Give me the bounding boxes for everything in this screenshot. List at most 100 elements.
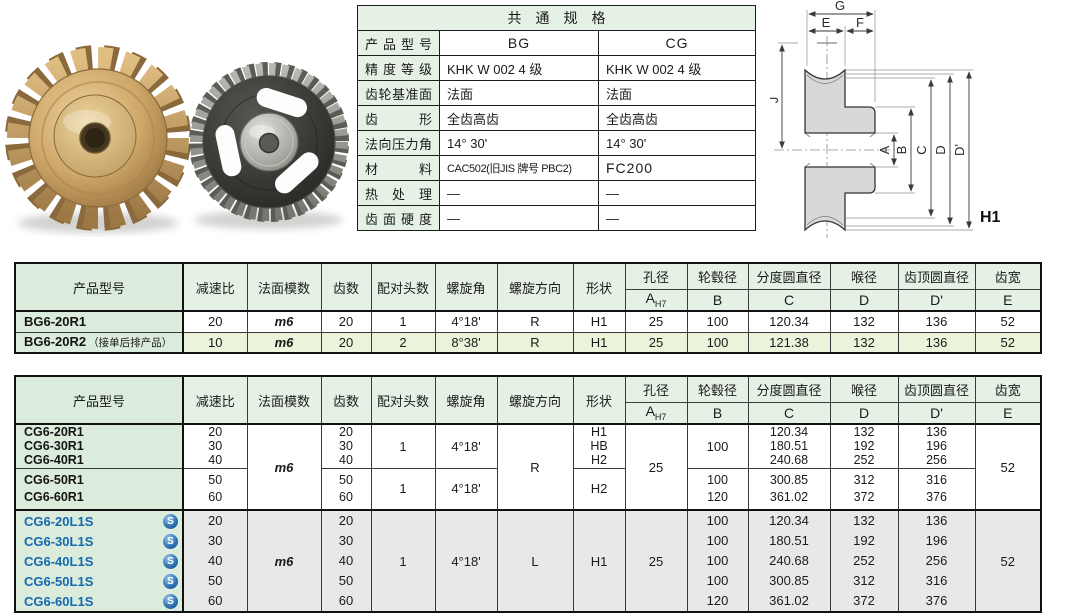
spec-value-cg: KHK W 002 4 级 [598, 55, 756, 81]
header-face-width: 齿宽 [974, 375, 1042, 403]
cell-ratio: 20 30 40 50 60 [182, 509, 248, 613]
table-header-row: 产品型号 减速比 法面模数 齿数 配对头数 螺旋角 螺旋方向 形状 孔径 轮毂径… [14, 262, 1042, 312]
cell-throat: 312 372 [829, 467, 899, 511]
cell-teeth: 50 60 [320, 467, 372, 511]
dim-label-e: E [822, 15, 831, 30]
cell-pitch: 120.34 [747, 310, 831, 333]
header-hub: 轮毂径 [686, 262, 749, 290]
product-link[interactable]: CG6-20L1S [24, 513, 94, 529]
header-hub-symbol: B [686, 401, 749, 425]
bore-symbol-sub: H7 [654, 299, 667, 310]
table-row: 共通规格 [357, 5, 756, 31]
spec-value-cg: — [598, 205, 756, 231]
header-module: 法面模数 [246, 262, 322, 312]
cell-module: m6 [246, 331, 322, 354]
cell-hub: 100 100 100 100 120 [686, 509, 749, 613]
cell-tip: 136 [897, 310, 976, 333]
product-name: CG6-30R1 [24, 439, 84, 454]
dim-label-d: D [933, 145, 948, 154]
dim-label-d-prime: D' [952, 144, 967, 156]
cell-width: 52 [974, 310, 1042, 333]
product-link[interactable]: CG6-40L1S [24, 553, 94, 569]
product-name-cell: CG6-20L1S S CG6-30L1S S CG6-40L1S S CG6-50L… [14, 509, 184, 613]
header-throat-dia: 喉径 [829, 262, 899, 290]
stock-badge-icon[interactable]: S [163, 533, 178, 549]
table-row-group: CG6-20L1S S CG6-30L1S S CG6-40L1S S CG6-50L… [14, 509, 1042, 613]
header-shape: 形状 [572, 375, 626, 425]
header-throat-symbol: D [829, 288, 899, 312]
cell-bore: 25 [624, 331, 688, 354]
header-teeth: 齿数 [320, 262, 372, 312]
bg-gear-table: 产品型号 减速比 法面模数 齿数 配对头数 螺旋角 螺旋方向 形状 孔径 轮毂径… [14, 262, 1042, 354]
header-tip-dia: 齿顶圆直径 [897, 262, 976, 290]
cell-direction: R [496, 310, 574, 333]
product-link[interactable]: CG6-50L1S [24, 573, 94, 589]
cell-pitch: 120.34 180.51 240.68 [747, 423, 831, 469]
spec-value-cg: 14° 30' [598, 130, 756, 156]
header-direction: 螺旋方向 [496, 375, 574, 425]
product-link[interactable]: CG6-30L1S [24, 533, 94, 549]
gear-section-lower [804, 166, 876, 232]
cell-throat: 132 [829, 310, 899, 333]
header-direction: 螺旋方向 [496, 262, 574, 312]
header-ratio: 减速比 [182, 375, 248, 425]
table-row: BG6-20R2 （接单后排产品） 10 m6 20 2 8°38' R H1 2… [14, 331, 1042, 354]
bore-symbol-main: A [645, 290, 655, 307]
table-row: 精度等级 KHK W 002 4 级 KHK W 002 4 级 [357, 55, 756, 81]
spec-value-bg: CAC502(旧JIS 牌号 PBC2) [439, 155, 599, 181]
cell-pitch: 300.85 361.02 [747, 467, 831, 511]
spec-value-bg: 法面 [439, 80, 599, 106]
stock-badge-icon[interactable]: S [163, 573, 178, 589]
header-pitch-symbol: C [747, 401, 831, 425]
cell-ratio: 50 60 [182, 467, 248, 511]
cell-heads: 2 [370, 331, 436, 354]
bore-symbol-main: A [645, 403, 655, 420]
cell-throat: 132 [829, 331, 899, 354]
cell-ratio: 20 [182, 310, 248, 333]
stock-badge-icon[interactable]: S [163, 553, 178, 569]
stock-badge-icon[interactable]: S [163, 593, 178, 609]
stock-badge-icon[interactable]: S [163, 513, 178, 529]
spec-value-bg: — [439, 205, 599, 231]
cell-teeth: 20 30 40 [320, 423, 372, 469]
header-throat-symbol: D [829, 401, 899, 425]
product-name: CG6-50R1 [24, 472, 84, 487]
cell-heads: 1 [370, 467, 436, 511]
table-row: 材料 CAC502(旧JIS 牌号 PBC2) FC200 [357, 155, 756, 181]
product-name: BG6-20R1 [24, 314, 87, 330]
cell-tip: 316 376 [897, 467, 976, 511]
header-tip-symbol: D' [897, 401, 976, 425]
spec-value-cg: CG [598, 30, 756, 56]
cell-teeth: 20 [320, 310, 372, 333]
header-ratio: 减速比 [182, 262, 248, 312]
product-name: CG6-60R1 [24, 489, 84, 504]
product-name: CG6-40R1 [24, 453, 84, 468]
header-bore: 孔径 [624, 262, 688, 290]
cell-bore: 25 [624, 310, 688, 333]
cell-heads: 1 [370, 423, 436, 469]
header-bore-symbol: AH7 [624, 288, 688, 312]
spec-value-cg: — [598, 180, 756, 206]
cell-width: 52 [974, 331, 1042, 354]
product-name-cell: BG6-20R1 [14, 310, 184, 333]
cell-shape: H1 [572, 331, 626, 354]
cell-tip: 136 [897, 331, 976, 354]
cell-angle: 4°18' [434, 310, 498, 333]
cell-hub: 100 120 [686, 467, 749, 511]
dim-label-j: J [770, 97, 781, 104]
table-row: 法向压力角 14° 30' 14° 30' [357, 130, 756, 156]
cell-angle: 4°18' [434, 467, 498, 511]
cell-throat: 132 192 252 312 372 [829, 509, 899, 613]
product-name: BG6-20R2 [24, 334, 87, 350]
cell-teeth: 20 [320, 331, 372, 354]
product-link[interactable]: CG6-60L1S [24, 593, 94, 609]
header-face-width: 齿宽 [974, 262, 1042, 290]
cell-module: m6 [246, 423, 322, 511]
cell-ratio: 10 [182, 331, 248, 354]
header-heads: 配对头数 [370, 262, 436, 312]
cell-angle: 4°18' [434, 509, 498, 613]
cell-bore: 25 [624, 509, 688, 613]
spec-label: 热处理 [357, 180, 440, 206]
spec-label: 法向压力角 [357, 130, 440, 156]
table-row: 热处理 — — [357, 180, 756, 206]
